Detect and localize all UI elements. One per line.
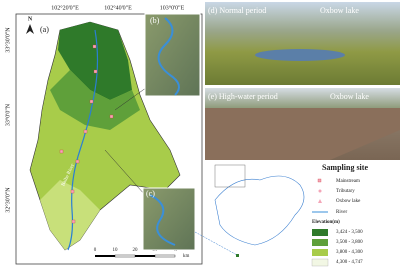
lake bbox=[255, 49, 345, 61]
sample-sites bbox=[59, 44, 114, 224]
legend-symbol bbox=[318, 199, 322, 203]
inset-label: (c) bbox=[146, 189, 155, 198]
photo-label: (e) High-water period bbox=[208, 92, 278, 101]
lowland bbox=[58, 22, 132, 100]
latitude-label: 33°0'0"N bbox=[4, 103, 11, 126]
legend-swatch bbox=[311, 258, 329, 267]
latitude-label: 32°30'0"N bbox=[4, 187, 11, 213]
photo-label: (d) Normal period bbox=[208, 6, 266, 15]
scale-label: 40 bbox=[173, 248, 179, 253]
photo-note: Oxbow lake bbox=[320, 6, 359, 15]
legend-symbol bbox=[317, 178, 322, 183]
highland bbox=[40, 180, 100, 250]
inset-river bbox=[149, 194, 176, 246]
photo-note: Oxbow lake bbox=[330, 92, 369, 101]
inset-label: (b) bbox=[150, 16, 160, 25]
locator bbox=[214, 164, 246, 188]
longitude-label: 102°20'0"E bbox=[51, 4, 79, 11]
locator-line bbox=[194, 231, 238, 256]
legend-swatch bbox=[312, 229, 328, 236]
country-outline bbox=[214, 175, 305, 246]
scale-label: 10 bbox=[113, 248, 119, 253]
scale-unit: km bbox=[183, 254, 190, 259]
inset-river bbox=[157, 17, 180, 96]
north-label: N bbox=[28, 16, 33, 22]
inset-pointer bbox=[114, 84, 151, 111]
panel-label: (a) bbox=[40, 25, 49, 34]
study-location bbox=[236, 254, 239, 257]
longitude-label: 102°40'0"E bbox=[104, 4, 132, 11]
legend-item: Tributary bbox=[336, 189, 355, 194]
legend-item: 3,800 - 4,300 bbox=[336, 250, 363, 255]
legend-item: 3,424 - 3,500 bbox=[336, 230, 363, 235]
latitude-label: 33°30'0"N bbox=[4, 27, 11, 53]
midland bbox=[50, 70, 140, 130]
lake-water bbox=[205, 108, 400, 160]
north-arrow bbox=[26, 24, 34, 34]
inset-pointer bbox=[104, 149, 146, 196]
legend-item: Mainstream bbox=[336, 179, 360, 184]
scale-label: 20 bbox=[133, 248, 139, 253]
legend-swatch bbox=[312, 239, 328, 246]
photo-normal bbox=[205, 2, 400, 85]
legend-item: Oxbow lake bbox=[336, 199, 361, 204]
longitude-label: 103°0'0"E bbox=[160, 4, 185, 11]
scale-label: 30 bbox=[153, 248, 159, 253]
legend-title: Sampling site bbox=[322, 163, 368, 172]
legend-subtitle: Elevation(m) bbox=[312, 220, 340, 225]
scale-bar bbox=[95, 254, 176, 258]
legend-swatch bbox=[312, 249, 328, 256]
legend-item: 4,300 - 4,747 bbox=[336, 260, 363, 265]
scale-label: 0 bbox=[94, 248, 97, 253]
legend-symbol bbox=[318, 189, 322, 193]
inset-c bbox=[142, 187, 196, 251]
legend-item: River bbox=[336, 210, 347, 215]
legend-item: 3,500 - 3,800 bbox=[336, 240, 363, 245]
